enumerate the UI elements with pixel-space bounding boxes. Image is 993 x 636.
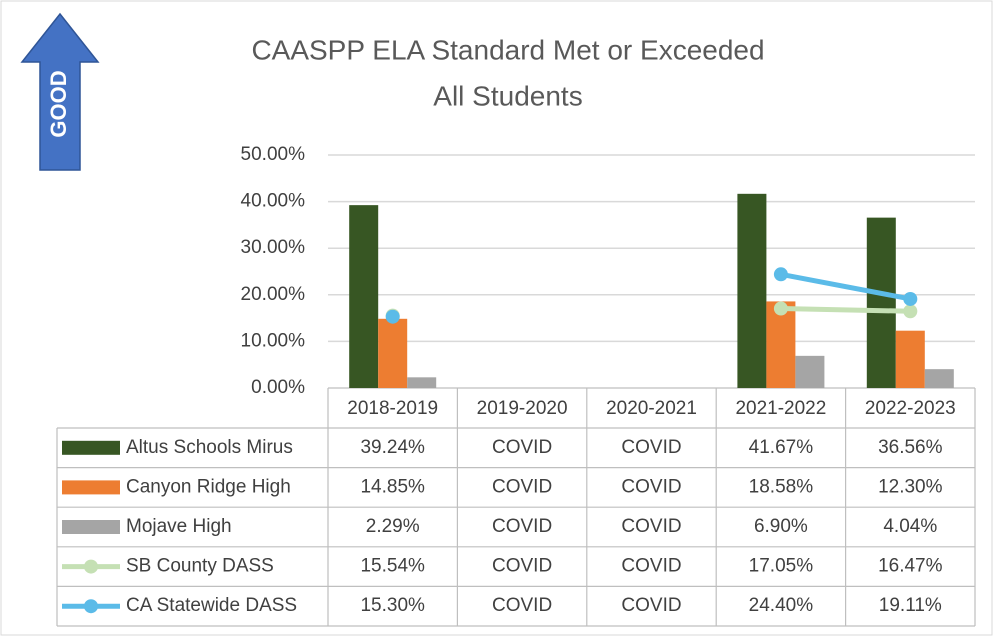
legend-key-marker: [84, 599, 98, 614]
table-cell: 12.30%: [878, 476, 943, 497]
legend-label: Altus Schools Mirus: [126, 437, 293, 458]
legend-key-marker: [84, 559, 98, 574]
legend-label: CA Statewide DASS: [126, 595, 297, 616]
bar: [737, 193, 767, 388]
table-cell: COVID: [492, 516, 552, 537]
table-cell: COVID: [621, 476, 681, 497]
chart-title: CAASPP ELA Standard Met or Exceeded: [251, 34, 764, 65]
bar: [349, 205, 379, 388]
y-tick-label: 40.00%: [241, 191, 306, 212]
chart-subtitle: All Students: [433, 80, 582, 111]
bar: [407, 377, 437, 388]
table-cell: 14.85%: [360, 476, 425, 497]
legend-key: [62, 440, 120, 455]
table-cell: 41.67%: [749, 437, 814, 458]
table-cell: COVID: [492, 437, 552, 458]
annotation: GOOD: [46, 70, 71, 137]
y-tick-label: 0.00%: [251, 377, 305, 398]
legend-key: [62, 480, 120, 495]
bar: [924, 369, 954, 388]
table-cell: COVID: [621, 516, 681, 537]
line-point: [385, 309, 400, 324]
y-tick-label: 20.00%: [241, 284, 306, 305]
bar: [795, 355, 825, 388]
legend-label: SB County DASS: [126, 556, 274, 577]
table-cell: 19.11%: [879, 595, 942, 616]
bar: [766, 301, 796, 388]
table-cell: 15.54%: [360, 556, 425, 577]
table-cell: 24.40%: [749, 595, 814, 616]
good-arrow: [20, 12, 100, 171]
line: [780, 271, 911, 302]
x-tick-label: 2018-2019: [347, 398, 438, 419]
table-cell: 18.58%: [749, 476, 814, 497]
x-tick-label: 2020-2021: [606, 398, 697, 419]
bar: [866, 217, 896, 388]
legend-label: Mojave High: [126, 516, 232, 537]
y-tick-label: 50.00%: [241, 144, 306, 165]
legend-key: [62, 520, 120, 534]
line-point: [903, 291, 918, 306]
line: [780, 306, 911, 314]
table-cell: 2.29%: [366, 516, 420, 537]
x-tick-label: 2021-2022: [735, 398, 826, 419]
table-cell: 4.04%: [883, 516, 937, 537]
table-cell: 17.05%: [749, 556, 814, 577]
table-cell: 15.30%: [360, 595, 425, 616]
table-cell: COVID: [492, 595, 552, 616]
y-tick-label: 30.00%: [241, 237, 306, 258]
legend-label: Canyon Ridge High: [126, 476, 291, 497]
table-cell: 36.56%: [878, 437, 943, 458]
bar: [378, 318, 408, 388]
x-tick-label: 2019-2020: [477, 398, 568, 419]
table-cell: COVID: [621, 437, 681, 458]
x-tick-label: 2022-2023: [865, 398, 956, 419]
line-point: [903, 304, 918, 319]
table-cell: COVID: [621, 556, 681, 577]
line-point: [773, 267, 788, 282]
bar: [895, 330, 925, 388]
table-cell: 39.24%: [360, 437, 425, 458]
table-cell: COVID: [492, 556, 552, 577]
table-cell: COVID: [492, 476, 552, 497]
table-cell: 16.47%: [878, 556, 943, 577]
table-cell: 6.90%: [754, 516, 808, 537]
y-tick-label: 10.00%: [241, 330, 306, 351]
table-cell: COVID: [621, 595, 681, 616]
line-point: [773, 301, 788, 316]
